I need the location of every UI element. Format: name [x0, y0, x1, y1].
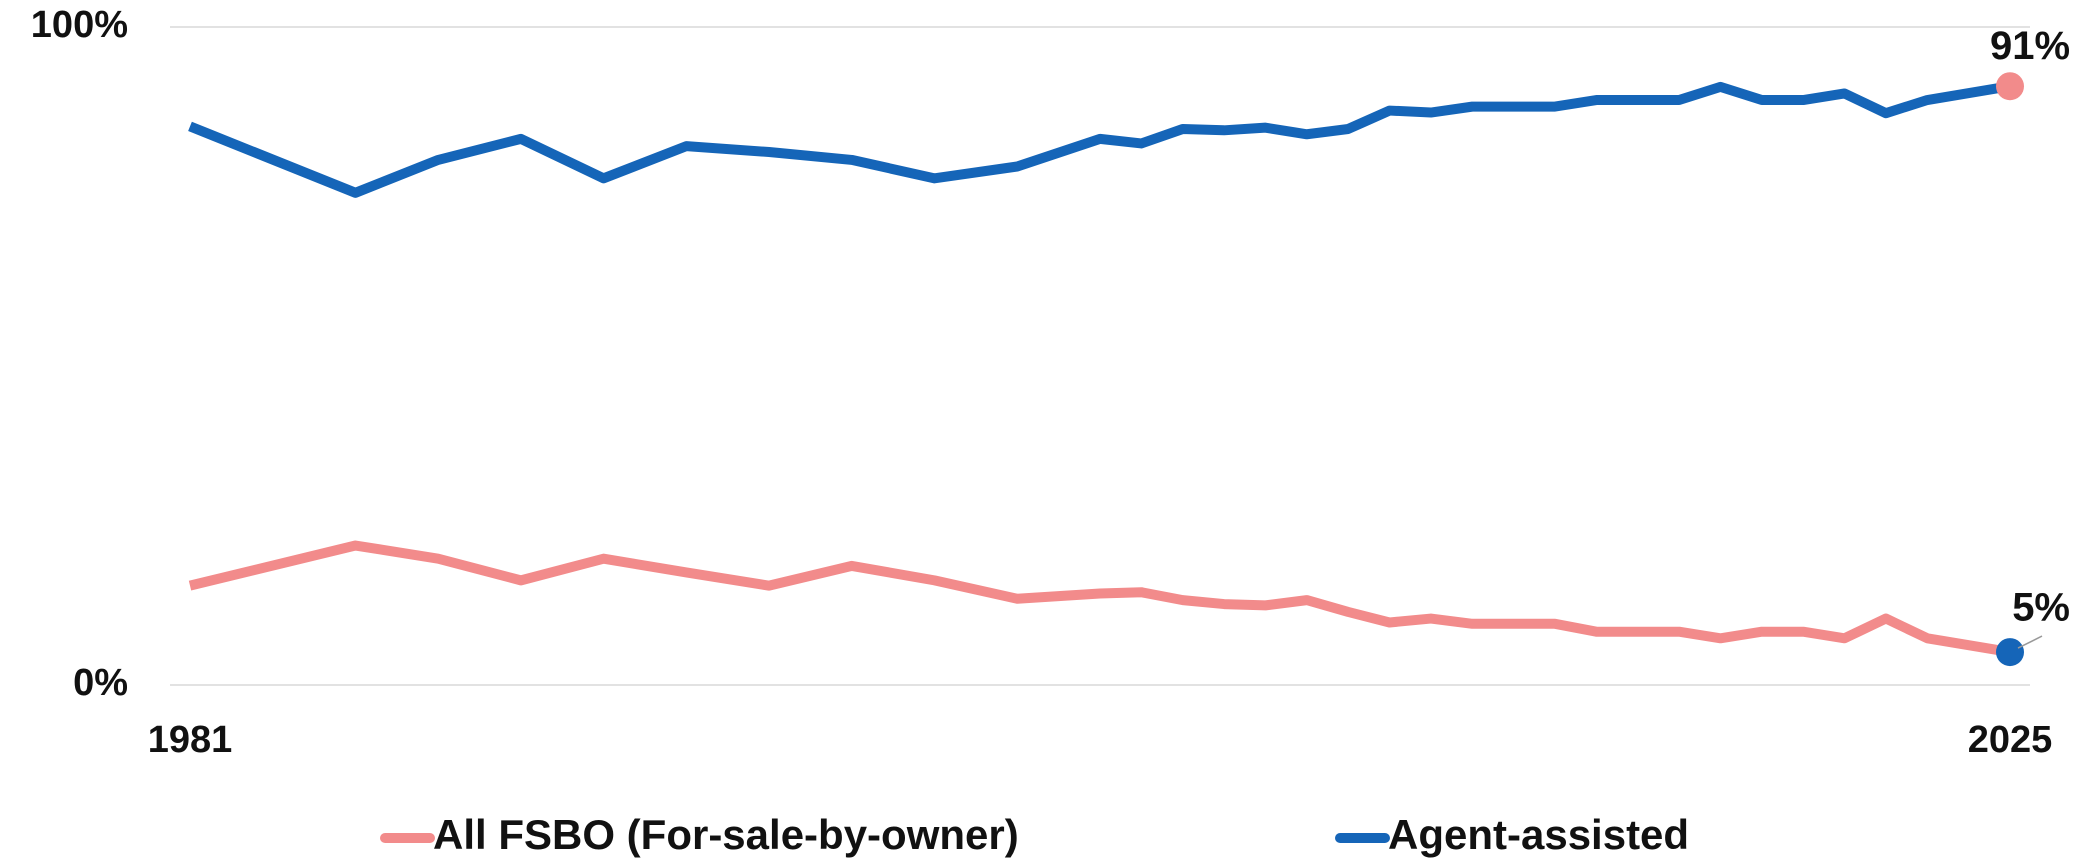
- series-line: [188, 540, 2011, 658]
- end-marker: [1996, 72, 2024, 101]
- series-line: [188, 81, 2011, 198]
- legend-label: All FSBO (For-sale-by-owner): [433, 811, 1019, 858]
- x-tick-label: 1981: [148, 719, 233, 761]
- y-tick-label: 0%: [73, 662, 128, 704]
- x-tick-label: 2025: [1968, 719, 2053, 761]
- data-label: 5%: [2012, 586, 2070, 630]
- legend-label: Agent-assisted: [1388, 811, 1689, 858]
- end-marker: [1996, 638, 2024, 667]
- data-label: 91%: [1990, 24, 2070, 68]
- leader-line: [2017, 635, 2043, 649]
- y-tick-label: 100%: [31, 4, 128, 46]
